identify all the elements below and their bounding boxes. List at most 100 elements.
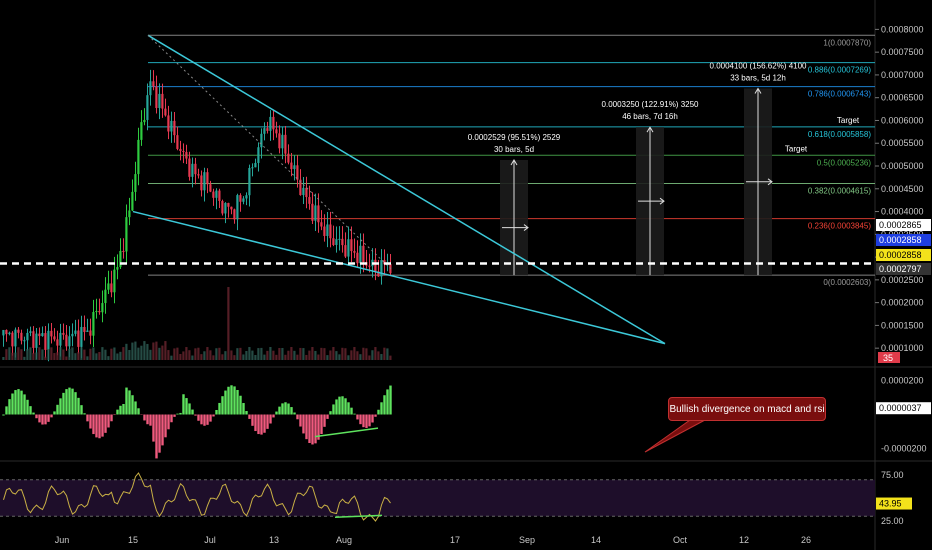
macd-bar — [224, 390, 227, 415]
volume-label-text: 35 — [883, 353, 893, 363]
macd-tick-label: -0.0000200 — [881, 444, 927, 454]
candle-body — [272, 116, 275, 130]
macd-bar — [95, 414, 98, 438]
candle-body — [146, 95, 149, 120]
candle-body — [251, 167, 254, 169]
candle-body — [188, 158, 191, 177]
candle-body — [86, 330, 89, 332]
macd-bar — [209, 414, 212, 422]
candle-body — [299, 179, 302, 196]
macd-bar — [386, 389, 389, 415]
candle-body — [32, 331, 35, 348]
time-tick-label: Sep — [519, 535, 535, 545]
target-label: Target — [837, 116, 860, 125]
macd-bar — [53, 411, 56, 415]
candle-body — [263, 128, 266, 134]
macd-bar — [8, 399, 11, 415]
volume-bar — [281, 347, 284, 360]
time-axis[interactable]: Jun 15 Jul 13 Aug 17 Sep 14 Oct 12 26 — [55, 535, 811, 545]
volume-bar — [50, 347, 53, 360]
candle-body — [95, 310, 98, 313]
volume-bar — [254, 354, 257, 360]
volume-bar — [11, 352, 14, 360]
candle-body — [74, 330, 77, 334]
candle-body — [8, 332, 11, 335]
time-tick-label: 14 — [591, 535, 601, 545]
volume-bar — [158, 347, 161, 360]
candle-body — [53, 336, 56, 340]
macd-bar — [50, 414, 53, 418]
price-tick-label: 0.0008000 — [881, 24, 924, 34]
price-tick-label: 0.0002500 — [881, 275, 924, 285]
time-tick-label: Oct — [673, 535, 688, 545]
volume-bar — [209, 350, 212, 360]
candle-body — [155, 86, 158, 108]
volume-bar — [365, 348, 368, 360]
volume-bar — [80, 347, 83, 360]
volume-label-box — [878, 352, 900, 363]
macd-bar — [383, 395, 386, 415]
macd-bar — [32, 412, 35, 415]
price-tick-label: 0.0006500 — [881, 93, 924, 103]
candle-body — [368, 265, 371, 267]
projection-bars-label: 33 bars, 5d 12h — [730, 73, 786, 82]
candle-body — [176, 135, 179, 149]
price-tick-label: 0.0004000 — [881, 207, 924, 217]
macd-bar — [62, 392, 65, 415]
macd-bar — [80, 405, 83, 415]
candle-body — [125, 217, 128, 252]
macd-bar — [233, 386, 236, 415]
macd-bar — [164, 414, 167, 438]
macd-bar — [146, 414, 149, 425]
volume-bar — [161, 345, 164, 360]
price-label-text: 0.0002797 — [879, 264, 922, 274]
macd-bar — [251, 414, 254, 426]
macd-bar — [191, 409, 194, 415]
volume-bar — [113, 347, 116, 360]
candle-body — [305, 187, 308, 198]
candle-body — [119, 250, 122, 268]
fib-trend-line — [147, 34, 393, 271]
macd-bar — [359, 414, 362, 425]
divergence-note[interactable]: Bullish divergence on macd and rsi — [668, 397, 826, 421]
price-label-box — [876, 219, 931, 231]
volume-bar — [248, 347, 251, 360]
candle-body — [164, 108, 167, 116]
macd-bar — [83, 413, 86, 415]
rsi-divergence-line — [334, 514, 383, 518]
candle-body — [212, 191, 215, 198]
volume-bar — [32, 352, 35, 360]
volume-bar — [164, 341, 167, 360]
volume-bar — [134, 341, 137, 360]
volume-bar — [101, 347, 104, 360]
macd-bar — [41, 414, 44, 425]
candle-body — [77, 330, 80, 347]
volume-bar — [377, 351, 380, 360]
volume-bar — [317, 354, 320, 360]
macd-bar — [2, 414, 5, 416]
volume-bar — [329, 350, 332, 360]
rsi-value-text: 43.95 — [879, 499, 902, 509]
volume-bar — [107, 356, 110, 360]
price-axis[interactable]: 0.0008000 0.0007500 0.0007000 0.0006500 0.00… — [875, 24, 931, 363]
macd-bar — [242, 403, 245, 415]
candle-body — [281, 134, 284, 149]
candle-body — [113, 269, 116, 293]
volume-bar — [353, 347, 356, 360]
volume-bar — [2, 357, 5, 360]
rsi-pane[interactable]: 75.00 25.00 43.95 — [0, 470, 912, 526]
projection-time-arrowhead — [523, 224, 529, 231]
volume-bar — [332, 347, 335, 360]
candle-body — [44, 333, 47, 350]
candle-body — [179, 148, 182, 151]
volume-bar — [14, 352, 17, 360]
projection-arrowhead — [510, 159, 518, 166]
macd-bar — [215, 410, 218, 415]
macd-pane[interactable]: 0.0000200 -0.0000200 0.0000037 — [2, 376, 931, 459]
volume-bar — [170, 355, 173, 360]
price-label-box — [876, 263, 931, 275]
candle-body — [167, 115, 170, 132]
candle-body — [197, 174, 200, 176]
